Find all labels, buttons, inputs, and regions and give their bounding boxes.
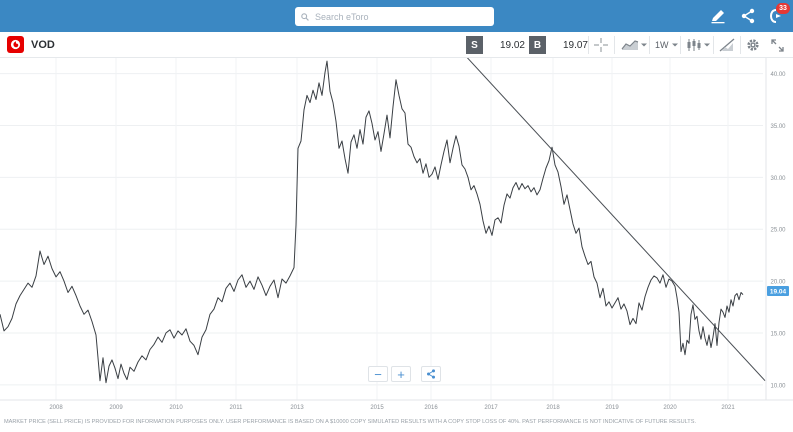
toolbar-divider (588, 36, 589, 54)
y-tick-label: 35.00 (770, 124, 786, 130)
x-tick-label: 2008 (49, 405, 63, 411)
y-axis: 40.00 35.00 30.00 25.00 20.00 15.00 10.00 (765, 58, 786, 400)
buy-label: B (529, 36, 546, 54)
chart-grid (0, 58, 763, 400)
sell-price: 19.02 (499, 39, 525, 51)
vodafone-logo-icon (10, 39, 21, 50)
drawing-tools-icon (719, 38, 735, 52)
price-line (0, 60, 744, 384)
timeframe-label: 1W (655, 40, 669, 50)
share-icon (427, 369, 435, 379)
trendline-segment[interactable] (457, 47, 766, 382)
sell-label: S (466, 36, 483, 54)
current-price-tag-bg (767, 286, 789, 296)
y-tick-label: 40.00 (770, 72, 786, 78)
settings-button[interactable] (746, 37, 760, 53)
chart-canvas[interactable]: 40.00 35.00 30.00 25.00 20.00 15.00 10.00 2008… (0, 47, 793, 414)
pencil-icon[interactable] (709, 7, 727, 25)
area-chart-icon (621, 40, 639, 50)
zoom-in-button[interactable]: + (391, 366, 411, 382)
y-tick-label: 30.00 (770, 176, 786, 182)
x-tick-label: 2010 (169, 405, 183, 411)
chevron-down-icon (641, 43, 647, 47)
top-bar: Search eToro 33 (0, 0, 793, 32)
toolbar-divider (614, 36, 615, 54)
share-icon[interactable] (739, 7, 757, 25)
current-price-tag: 19.04 (767, 286, 789, 296)
toolbar-divider (713, 36, 714, 54)
trendline[interactable] (457, 47, 766, 382)
crosshair-button[interactable] (594, 37, 608, 53)
search-input[interactable]: Search eToro (295, 7, 494, 26)
sell-button[interactable]: S 19.02 (466, 36, 529, 54)
instrument-symbol: VOD (31, 39, 55, 51)
search-icon (301, 12, 309, 21)
chart-type-dropdown[interactable] (621, 37, 647, 53)
zoom-controls: − + (368, 366, 441, 382)
notification-badge: 33 (776, 3, 790, 14)
x-tick-label: 2016 (424, 405, 438, 411)
instrument-logo (7, 36, 24, 53)
instrument-toolbar: VOD S 19.02 B 19.07 1W (0, 32, 793, 58)
x-tick-label: 2020 (663, 405, 677, 411)
y-tick-label: 10.00 (770, 383, 786, 389)
x-tick-label: 2015 (370, 405, 384, 411)
share-chart-button[interactable] (421, 366, 441, 382)
disclaimer-text: MARKET PRICE (SELL PRICE) IS PROVIDED FO… (4, 419, 697, 425)
notifications-icon[interactable] (767, 7, 785, 25)
x-tick-label: 2011 (230, 405, 244, 411)
x-tick-label: 2019 (605, 405, 619, 411)
toolbar-divider (740, 36, 741, 54)
current-price-label: 19.04 (770, 288, 787, 295)
chevron-down-icon (704, 43, 710, 47)
x-tick-label: 2009 (109, 405, 123, 411)
buy-price: 19.07 (562, 39, 588, 51)
expand-icon (771, 38, 784, 52)
zoom-out-button[interactable]: − (368, 366, 388, 382)
toolbar-divider (649, 36, 650, 54)
y-tick-label: 25.00 (770, 228, 786, 234)
chevron-down-icon (671, 43, 678, 47)
x-tick-label: 2021 (721, 405, 735, 411)
drawing-tools-button[interactable] (719, 37, 735, 53)
y-tick-label: 20.00 (770, 280, 786, 286)
crosshair-icon (594, 38, 608, 52)
toolbar-divider (680, 36, 681, 54)
candlestick-icon (687, 39, 701, 51)
timeframe-dropdown[interactable]: 1W (655, 37, 678, 53)
buy-button[interactable]: B 19.07 (529, 36, 592, 54)
price-series (0, 60, 744, 384)
indicators-dropdown[interactable] (686, 37, 710, 53)
price-chart[interactable]: 40.00 35.00 30.00 25.00 20.00 15.00 10.00 2008… (0, 47, 793, 414)
search-placeholder: Search eToro (315, 11, 369, 22)
fullscreen-button[interactable] (771, 37, 784, 53)
x-axis: 2008 2009 2010 2011 2013 2015 2016 2017 2018 2019… (0, 399, 793, 411)
y-tick-label: 15.00 (770, 331, 786, 337)
x-tick-label: 2017 (484, 405, 498, 411)
gear-icon (747, 39, 759, 51)
x-tick-label: 2013 (290, 405, 304, 411)
x-tick-label: 2018 (546, 405, 560, 411)
